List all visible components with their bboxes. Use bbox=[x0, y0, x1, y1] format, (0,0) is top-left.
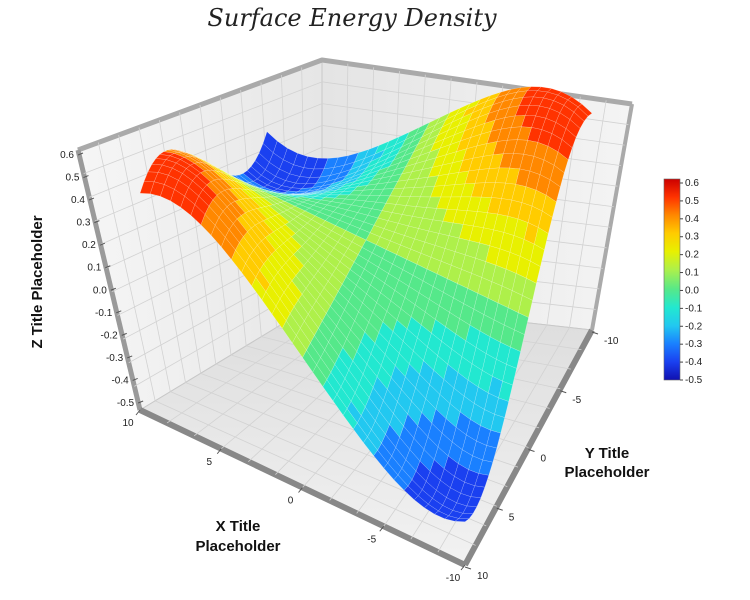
x-tick-label: -5 bbox=[367, 534, 376, 545]
y-tick-mark bbox=[560, 390, 567, 394]
z-axis-line bbox=[75, 149, 143, 411]
z-tick-label: -0.3 bbox=[106, 353, 124, 364]
x-axis-ticks: 10 5 0 -5 -10 bbox=[122, 409, 466, 584]
x-tick-label: 10 bbox=[122, 418, 134, 429]
y-tick-mark bbox=[528, 449, 535, 452]
legend-label: 0.0 bbox=[685, 285, 699, 296]
wall-grid-line bbox=[83, 81, 323, 175]
x-tick-label: 5 bbox=[206, 457, 212, 468]
z-tick-mark bbox=[121, 332, 127, 336]
y-tick-label: -5 bbox=[572, 395, 581, 406]
surface-patch bbox=[221, 236, 236, 260]
surface-patch bbox=[363, 436, 378, 457]
z-axis-ticks: 0.6 0.5 0.4 0.3 0.2 0.1 0.0 -0.1 -0.2 -0.3 -0.4 -0.… bbox=[60, 150, 144, 409]
z-tick-label: 0.3 bbox=[76, 218, 90, 229]
legend-label: 0.4 bbox=[685, 214, 699, 225]
wall-grid-line bbox=[118, 134, 171, 392]
wall-grid-line bbox=[569, 100, 607, 328]
z-tick-mark bbox=[88, 197, 95, 201]
legend-color-bar bbox=[663, 178, 681, 381]
y-tick-label: 0 bbox=[541, 454, 547, 465]
x-tick-mark bbox=[298, 487, 303, 493]
chart-title: Surface Energy Density bbox=[207, 4, 497, 32]
z-tick-label: -0.4 bbox=[111, 375, 129, 386]
surface-mesh bbox=[139, 86, 593, 522]
y-axis-ticks: -10 -5 0 5 10 bbox=[464, 331, 619, 582]
wall-grid-line bbox=[138, 127, 186, 383]
surface-patch bbox=[444, 515, 460, 522]
legend-label: 0.5 bbox=[685, 196, 699, 207]
y-tick-label: 5 bbox=[509, 512, 515, 523]
legend-label: -0.3 bbox=[685, 339, 703, 350]
legend-label: -0.1 bbox=[685, 303, 703, 314]
legend-label: 0.6 bbox=[685, 178, 699, 189]
legend-label: -0.4 bbox=[685, 357, 703, 368]
z-tick-label: 0.4 bbox=[71, 195, 85, 206]
color-legend: 0.6 0.5 0.4 0.3 0.2 0.1 0.0 -0.1 -0.2 -0.3 -0.4 -0.… bbox=[663, 178, 703, 386]
surface-patch bbox=[383, 462, 399, 481]
surface-patch bbox=[423, 503, 439, 515]
z-axis-title: Z Title Placeholder bbox=[29, 215, 46, 348]
surface-patch bbox=[170, 189, 185, 208]
surface-patch bbox=[139, 181, 155, 194]
y-tick-mark bbox=[464, 566, 472, 570]
y-tick-mark bbox=[496, 507, 503, 511]
legend-label: 0.1 bbox=[685, 268, 699, 279]
z-tick-mark bbox=[105, 265, 111, 269]
y-axis-title-line1: Y Title bbox=[585, 445, 629, 462]
surface-patch bbox=[434, 510, 450, 519]
z-tick-label: 0.6 bbox=[60, 150, 74, 161]
z-tick-mark bbox=[116, 310, 122, 314]
surface-patch bbox=[352, 422, 368, 444]
legend-label: 0.3 bbox=[685, 232, 699, 243]
surface-patch bbox=[342, 408, 358, 430]
z-tick-label: 0.1 bbox=[87, 263, 101, 274]
z-tick-mark bbox=[83, 175, 89, 179]
wall-grid-line bbox=[97, 142, 156, 401]
x-tick-label: 0 bbox=[288, 496, 294, 507]
z-tick-mark bbox=[94, 220, 100, 224]
x-tick-mark bbox=[135, 409, 141, 416]
z-tick-mark bbox=[110, 287, 116, 291]
surface-patch bbox=[292, 334, 307, 358]
z-tick-mark bbox=[99, 242, 106, 246]
y-tick-label: 10 bbox=[477, 571, 489, 582]
z-tick-label: -0.5 bbox=[117, 398, 135, 409]
surface-patch bbox=[271, 305, 287, 329]
z-tick-label: 0.2 bbox=[82, 240, 96, 251]
x-tick-mark bbox=[379, 525, 385, 532]
z-tick-mark bbox=[127, 355, 133, 359]
surface-patch bbox=[322, 379, 338, 402]
surface-patch bbox=[373, 449, 389, 469]
legend-labels: 0.6 0.5 0.4 0.3 0.2 0.1 0.0 -0.1 -0.2 -0.3 -0.4 -0.… bbox=[680, 178, 703, 386]
x-axis-title-line2: Placeholder bbox=[195, 538, 280, 555]
surface-patch bbox=[149, 181, 165, 197]
z-tick-mark bbox=[132, 377, 138, 381]
y-tick-label: -10 bbox=[604, 336, 619, 347]
x-tick-label: -10 bbox=[446, 573, 461, 584]
wall-grid-line bbox=[89, 103, 323, 198]
y-axis-title-line2: Placeholder bbox=[564, 464, 649, 481]
x-tick-mark bbox=[460, 564, 466, 571]
y-axis-title: Y Title Placeholder bbox=[564, 445, 649, 481]
x-tick-mark bbox=[216, 448, 222, 455]
legend-label: -0.5 bbox=[685, 375, 703, 386]
z-tick-label: 0.0 bbox=[93, 285, 107, 296]
z-tick-label: 0.5 bbox=[66, 173, 80, 184]
x-axis-title-line1: X Title bbox=[216, 518, 261, 535]
z-tick-label: -0.2 bbox=[101, 330, 119, 341]
surface-patch bbox=[281, 320, 297, 344]
surface-patch bbox=[241, 263, 256, 287]
z-tick-mark bbox=[77, 152, 84, 156]
y-tick-mark bbox=[591, 331, 599, 335]
box-edge-right bbox=[590, 103, 634, 331]
x-axis-title: X Title Placeholder bbox=[195, 518, 280, 555]
surface-patch bbox=[393, 474, 409, 491]
legend-label: -0.2 bbox=[685, 321, 703, 332]
z-tick-label: -0.1 bbox=[95, 308, 113, 319]
z-tick-mark bbox=[137, 400, 144, 404]
legend-label: 0.2 bbox=[685, 250, 699, 261]
surface-patch bbox=[302, 349, 317, 373]
